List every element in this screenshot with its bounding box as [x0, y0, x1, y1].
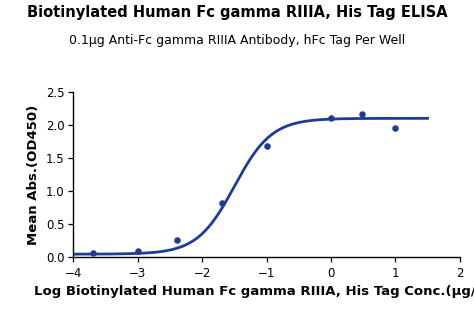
X-axis label: Log Biotinylated Human Fc gamma RIIIA, His Tag Conc.(μg/ml): Log Biotinylated Human Fc gamma RIIIA, H…	[34, 285, 474, 298]
Point	[218, 200, 226, 206]
Text: 0.1μg Anti-Fc gamma RIIIA Antibody, hFc Tag Per Well: 0.1μg Anti-Fc gamma RIIIA Antibody, hFc …	[69, 34, 405, 48]
Point	[327, 115, 335, 120]
Point	[173, 237, 181, 243]
Y-axis label: Mean Abs.(OD450): Mean Abs.(OD450)	[27, 105, 40, 245]
Point	[263, 143, 270, 148]
Point	[358, 111, 365, 116]
Point	[134, 248, 142, 254]
Point	[392, 125, 399, 130]
Point	[89, 251, 97, 256]
Text: Biotinylated Human Fc gamma RIIIA, His Tag ELISA: Biotinylated Human Fc gamma RIIIA, His T…	[27, 5, 447, 20]
